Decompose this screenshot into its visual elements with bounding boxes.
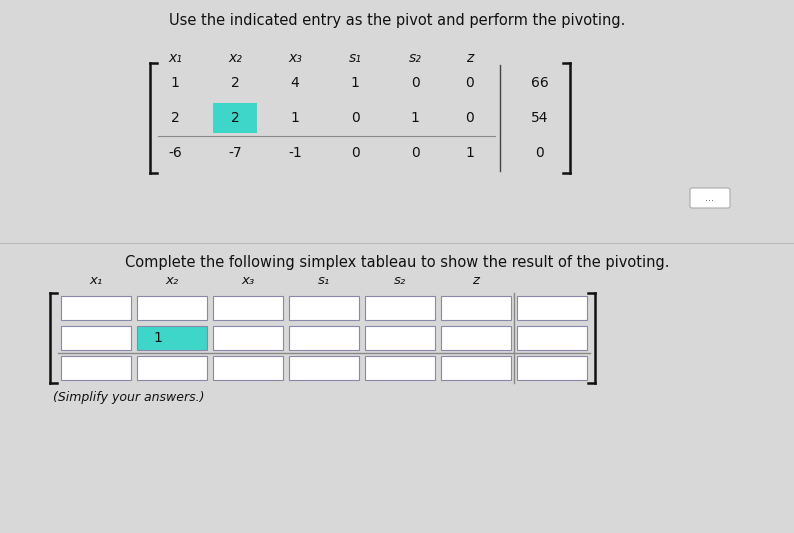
Text: s₂: s₂ [394,274,406,287]
Text: Use the indicated entry as the pivot and perform the pivoting.: Use the indicated entry as the pivot and… [169,13,625,28]
Bar [365,356,435,380]
FancyBboxPatch shape [690,188,730,208]
Text: x₃: x₃ [241,274,255,287]
Text: x₂: x₂ [228,51,242,65]
Bar [517,356,587,380]
Bar [213,326,283,350]
Text: 54: 54 [531,111,549,125]
Bar [61,326,131,350]
Text: x₃: x₃ [288,51,302,65]
Text: z: z [466,51,474,65]
Bar [213,296,283,320]
Text: z: z [472,274,480,287]
Text: 1: 1 [410,111,419,125]
Bar [137,326,207,350]
Text: s₁: s₁ [318,274,330,287]
Bar [61,296,131,320]
Bar [289,356,359,380]
Text: x₁: x₁ [168,51,182,65]
Bar [61,356,131,380]
Text: 2: 2 [230,111,239,125]
Text: (Simplify your answers.): (Simplify your answers.) [53,391,205,404]
Bar [365,296,435,320]
Bar [517,326,587,350]
Text: Complete the following simplex tableau to show the result of the pivoting.: Complete the following simplex tableau t… [125,255,669,270]
Text: -6: -6 [168,146,182,160]
Bar [441,296,511,320]
Bar [213,356,283,380]
Text: 2: 2 [230,76,239,90]
Text: 0: 0 [465,111,474,125]
Text: 0: 0 [351,111,360,125]
Bar [441,326,511,350]
Bar [441,356,511,380]
Text: x₂: x₂ [165,274,179,287]
Text: s₂: s₂ [409,51,422,65]
Text: x₁: x₁ [90,274,102,287]
Text: s₁: s₁ [349,51,361,65]
Text: 0: 0 [465,76,474,90]
Text: 66: 66 [531,76,549,90]
Bar [213,103,257,133]
Text: 0: 0 [536,146,545,160]
Text: 1: 1 [351,76,360,90]
Text: 2: 2 [171,111,179,125]
Text: 1: 1 [153,331,163,345]
Bar [289,326,359,350]
Text: 0: 0 [351,146,360,160]
Text: -7: -7 [228,146,242,160]
Bar [517,296,587,320]
Text: -1: -1 [288,146,302,160]
Bar [137,296,207,320]
Text: 4: 4 [291,76,299,90]
Bar [289,296,359,320]
Bar [365,326,435,350]
Text: ...: ... [706,193,715,203]
Text: 1: 1 [465,146,475,160]
Text: 0: 0 [410,146,419,160]
Text: 1: 1 [291,111,299,125]
Text: 1: 1 [171,76,179,90]
Text: 0: 0 [410,76,419,90]
Bar [137,356,207,380]
